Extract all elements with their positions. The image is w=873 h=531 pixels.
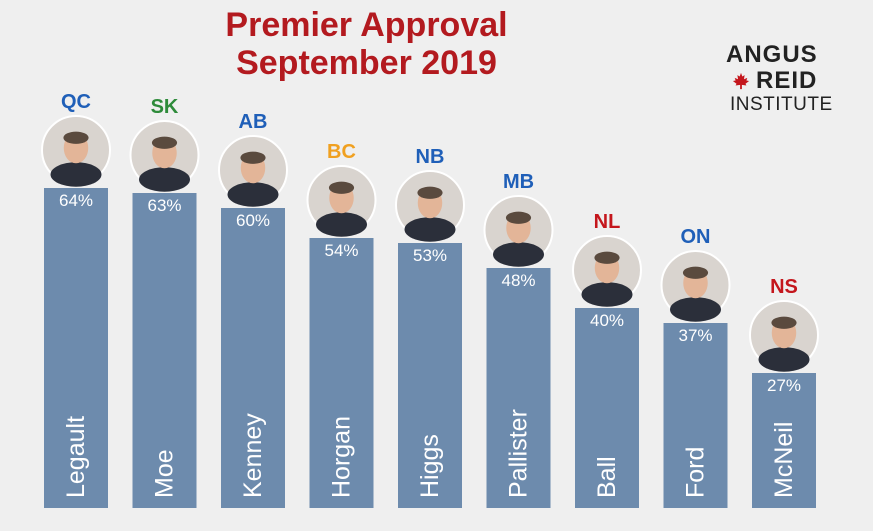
premier-avatar (218, 135, 288, 207)
title-line-2: September 2019 (236, 44, 497, 82)
value-label: 53% (413, 246, 447, 265)
logo-line-2: REID (756, 67, 818, 94)
category-label: Higgs (416, 434, 444, 498)
province-label: SK (151, 96, 179, 118)
category-label: Horgan (328, 416, 356, 498)
category-label: McNeil (770, 422, 798, 498)
value-label: 40% (590, 311, 624, 330)
category-label: Legault (62, 416, 90, 498)
category-label: Ford (682, 447, 710, 498)
title-line-1: Premier Approval (225, 6, 508, 44)
value-label: 64% (59, 191, 93, 210)
province-label: NS (770, 276, 798, 298)
province-label: ON (681, 226, 711, 248)
angus-reid-logo: ANGUS REID INSTITUTE (726, 42, 850, 116)
bar-legault (44, 188, 108, 508)
value-label: 54% (324, 241, 358, 260)
premier-avatar (395, 170, 465, 242)
premier-avatar (572, 235, 642, 307)
premier-avatar (749, 300, 819, 372)
bar-moe (132, 193, 197, 508)
maple-leaf-icon (732, 72, 750, 90)
premier-avatar (660, 250, 731, 322)
premier-avatar (306, 165, 377, 237)
province-label: QC (61, 91, 91, 113)
value-label: 27% (767, 376, 801, 395)
category-label: Kenney (239, 413, 267, 498)
bar-higgs (398, 243, 462, 508)
bar-pallister (486, 268, 551, 508)
bar-horgan (309, 238, 374, 508)
province-label: NL (594, 211, 621, 233)
category-label: Pallister (505, 409, 533, 498)
category-label: Moe (151, 449, 179, 498)
premier-avatar (41, 115, 111, 187)
premier-avatar (129, 120, 200, 192)
province-label: MB (503, 171, 534, 193)
value-label: 60% (236, 211, 270, 230)
premier-avatar (483, 195, 554, 267)
bar-kenney (221, 208, 285, 508)
value-label: 48% (501, 271, 535, 290)
bar-mcneil (752, 373, 816, 508)
value-label: 63% (147, 196, 181, 215)
value-label: 37% (678, 326, 712, 345)
province-label: BC (327, 141, 356, 163)
chart-title: Premier Approval September 2019 (0, 6, 873, 82)
logo-line-3: INSTITUTE (730, 94, 833, 115)
bar-ball (575, 308, 639, 508)
category-label: Ball (593, 456, 621, 498)
bar-ford (663, 323, 728, 508)
logo-line-1: ANGUS (726, 41, 818, 68)
province-label: NB (416, 146, 445, 168)
province-label: AB (239, 111, 268, 133)
